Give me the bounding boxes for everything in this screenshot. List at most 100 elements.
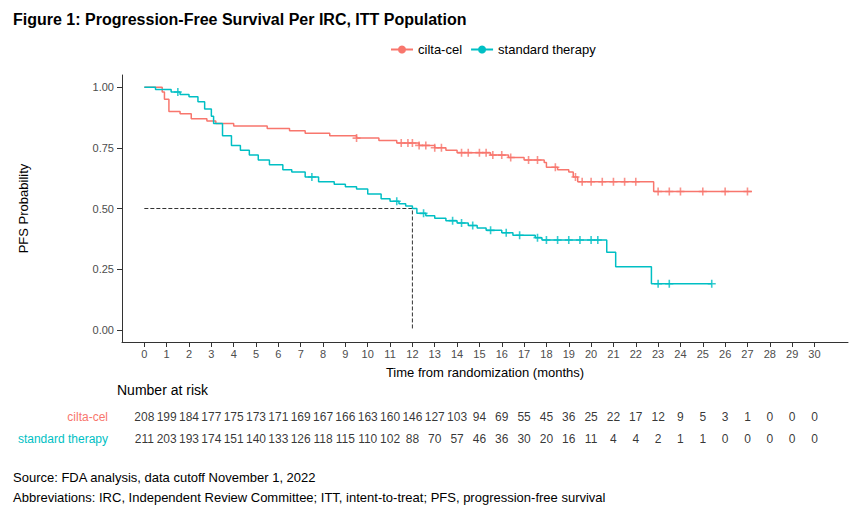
svg-text:11: 11 [384, 348, 395, 360]
svg-text:12: 12 [406, 348, 418, 360]
svg-text:211: 211 [135, 432, 154, 446]
svg-text:175: 175 [224, 410, 244, 424]
svg-text:0: 0 [744, 432, 751, 446]
svg-text:15: 15 [473, 348, 485, 360]
svg-text:57: 57 [450, 432, 464, 446]
svg-text:115: 115 [336, 432, 355, 446]
svg-text:4: 4 [632, 432, 639, 446]
svg-text:17: 17 [629, 410, 643, 424]
svg-text:103: 103 [447, 410, 467, 424]
svg-text:PFS Probability: PFS Probability [16, 163, 31, 253]
svg-text:0.50: 0.50 [93, 203, 114, 215]
svg-text:20: 20 [585, 348, 597, 360]
svg-text:1.00: 1.00 [93, 81, 114, 93]
svg-text:6: 6 [275, 348, 281, 360]
svg-text:45: 45 [540, 410, 554, 424]
svg-text:126: 126 [291, 432, 311, 446]
svg-text:4: 4 [231, 348, 237, 360]
svg-text:25: 25 [697, 348, 709, 360]
svg-text:16: 16 [562, 432, 576, 446]
svg-text:1: 1 [677, 432, 684, 446]
svg-text:0: 0 [722, 432, 729, 446]
svg-text:4: 4 [610, 432, 617, 446]
svg-text:3: 3 [208, 348, 214, 360]
svg-text:173: 173 [246, 410, 266, 424]
svg-text:14: 14 [451, 348, 463, 360]
svg-text:140: 140 [246, 432, 266, 446]
svg-text:21: 21 [607, 348, 619, 360]
svg-text:18: 18 [540, 348, 552, 360]
svg-text:118: 118 [313, 432, 332, 446]
svg-text:193: 193 [179, 432, 199, 446]
svg-text:55: 55 [517, 410, 531, 424]
svg-text:0: 0 [789, 410, 796, 424]
svg-text:160: 160 [380, 410, 400, 424]
svg-text:standard therapy: standard therapy [498, 42, 596, 57]
svg-text:133: 133 [268, 432, 288, 446]
svg-text:13: 13 [429, 348, 441, 360]
svg-text:27: 27 [741, 348, 753, 360]
svg-text:167: 167 [313, 410, 333, 424]
svg-text:177: 177 [201, 410, 221, 424]
svg-text:5: 5 [699, 410, 706, 424]
svg-text:Number at risk: Number at risk [117, 382, 209, 398]
svg-text:9: 9 [677, 410, 684, 424]
svg-text:30: 30 [808, 348, 820, 360]
svg-text:199: 199 [157, 410, 177, 424]
svg-text:cilta-cel: cilta-cel [418, 42, 462, 57]
svg-text:46: 46 [473, 432, 487, 446]
svg-text:26: 26 [719, 348, 731, 360]
svg-text:30: 30 [517, 432, 531, 446]
svg-text:19: 19 [563, 348, 575, 360]
svg-text:110: 110 [358, 432, 377, 446]
svg-text:25: 25 [584, 410, 598, 424]
svg-text:Source: FDA analysis, data cut: Source: FDA analysis, data cutoff Novemb… [13, 470, 316, 485]
svg-text:24: 24 [674, 348, 686, 360]
svg-text:0: 0 [766, 410, 773, 424]
svg-text:203: 203 [157, 432, 177, 446]
svg-text:17: 17 [518, 348, 530, 360]
svg-text:208: 208 [134, 410, 154, 424]
svg-text:0: 0 [811, 410, 818, 424]
svg-text:standard therapy: standard therapy [18, 432, 108, 446]
svg-text:184: 184 [179, 410, 199, 424]
svg-text:12: 12 [651, 410, 665, 424]
svg-text:174: 174 [201, 432, 221, 446]
svg-text:0.00: 0.00 [93, 324, 114, 336]
svg-text:5: 5 [253, 348, 259, 360]
svg-text:36: 36 [562, 410, 576, 424]
svg-text:29: 29 [786, 348, 798, 360]
svg-text:8: 8 [320, 348, 326, 360]
svg-text:10: 10 [362, 348, 374, 360]
svg-text:166: 166 [335, 410, 355, 424]
svg-text:102: 102 [380, 432, 400, 446]
svg-text:169: 169 [291, 410, 311, 424]
svg-text:3: 3 [722, 410, 729, 424]
svg-text:2: 2 [186, 348, 192, 360]
svg-text:22: 22 [607, 410, 621, 424]
svg-text:69: 69 [495, 410, 509, 424]
svg-text:2: 2 [655, 432, 662, 446]
svg-text:127: 127 [425, 410, 445, 424]
svg-text:163: 163 [358, 410, 378, 424]
svg-text:22: 22 [630, 348, 642, 360]
svg-text:171: 171 [268, 410, 288, 424]
svg-text:Time from randomization (month: Time from randomization (months) [386, 365, 584, 380]
svg-text:88: 88 [406, 432, 420, 446]
svg-text:0.25: 0.25 [93, 263, 114, 275]
svg-text:cilta-cel: cilta-cel [67, 410, 108, 424]
svg-text:16: 16 [496, 348, 508, 360]
svg-text:1: 1 [699, 432, 706, 446]
svg-text:Abbreviations: IRC, Independen: Abbreviations: IRC, Independent Review C… [13, 490, 606, 505]
svg-text:1: 1 [164, 348, 170, 360]
svg-text:0: 0 [766, 432, 773, 446]
svg-text:1: 1 [744, 410, 751, 424]
svg-text:0: 0 [141, 348, 147, 360]
svg-text:70: 70 [428, 432, 442, 446]
svg-text:0: 0 [789, 432, 796, 446]
svg-text:11: 11 [585, 432, 598, 446]
svg-text:0: 0 [811, 432, 818, 446]
svg-text:7: 7 [298, 348, 304, 360]
svg-text:0.75: 0.75 [93, 142, 114, 154]
svg-text:36: 36 [495, 432, 509, 446]
